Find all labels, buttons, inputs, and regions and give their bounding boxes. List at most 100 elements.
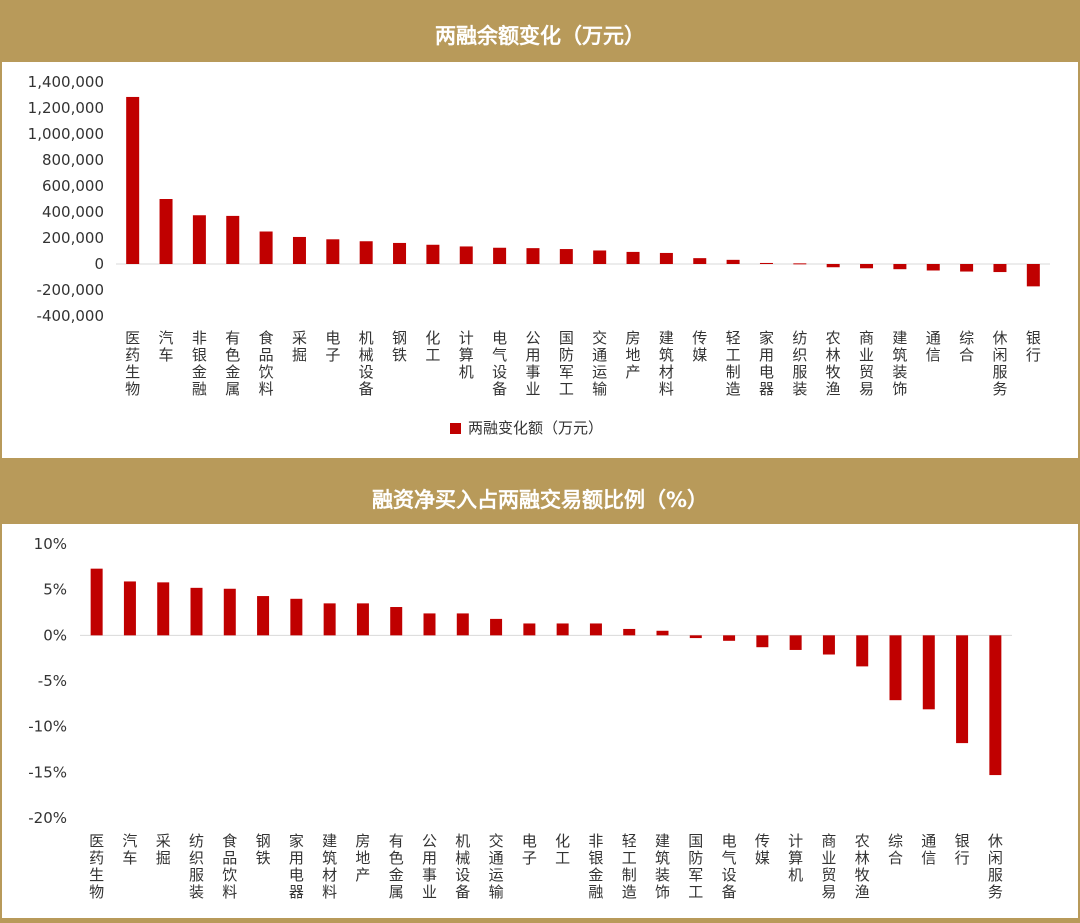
chart1-category-label: 家用电器	[759, 329, 774, 398]
chart2-category-label: 交通运输	[489, 832, 504, 901]
chart1-bar	[693, 258, 707, 264]
chart2-bar	[257, 596, 270, 636]
chart2-category-label: 钢铁	[256, 832, 271, 867]
chart2-bar	[390, 607, 403, 636]
chart1-category-label: 建筑材料	[659, 329, 674, 398]
chart1-bar	[259, 231, 273, 264]
chart1-bar	[759, 262, 773, 264]
chart1-y-tick-label: -200,000	[37, 281, 104, 299]
chart2-y-tick-label: -5%	[38, 672, 67, 690]
chart1-y-tick-label: -400,000	[37, 307, 104, 325]
chart1-bar	[493, 247, 507, 264]
chart2-bar	[723, 635, 736, 641]
chart2-bar	[756, 635, 769, 648]
chart2-category-label: 食品饮料	[222, 832, 237, 901]
chart1-y-tick-label: 400,000	[42, 203, 104, 221]
chart2-bar	[922, 635, 935, 710]
chart2-bar	[423, 613, 436, 636]
chart1-bar	[860, 264, 874, 269]
chart1-bar	[559, 249, 573, 264]
chart2-bar	[689, 635, 702, 639]
chart2-y-tick-label: 5%	[43, 581, 67, 599]
chart1-bar	[893, 264, 907, 270]
chart1-y-tick-label: 1,400,000	[28, 73, 104, 91]
chart2-bar	[490, 618, 503, 636]
chart1-category-label: 非银金融	[192, 329, 207, 398]
chart2-bar	[856, 635, 869, 667]
chart1-category-label: 食品饮料	[259, 329, 274, 398]
chart2-category-label: 建筑材料	[322, 832, 337, 901]
chart2-bar	[556, 623, 569, 636]
chart1-bar	[793, 263, 807, 265]
chart2-category-label: 纺织服装	[189, 832, 204, 901]
chart1-category-label: 化工	[425, 329, 440, 364]
chart2-category-label: 农林牧渔	[855, 832, 870, 901]
chart2-bar	[123, 581, 136, 636]
chart1-bar	[226, 215, 240, 264]
chart1-category-label: 钢铁	[392, 329, 407, 364]
chart2-y-tick-label: -20%	[28, 809, 67, 827]
chart1-y-tick-label: 0	[94, 255, 104, 273]
chart1-bar	[192, 215, 206, 264]
chart1-category-label: 汽车	[159, 329, 174, 364]
chart2-bar	[90, 568, 103, 636]
chart2-y-tick-label: 0%	[43, 626, 67, 644]
chart1-category-label: 电子	[325, 329, 340, 364]
chart2-category-label: 传媒	[755, 832, 770, 867]
chart1-category-label: 交通运输	[592, 329, 607, 398]
chart1-bar	[826, 264, 840, 268]
chart2-y-tick-label: -15%	[28, 763, 67, 781]
chart2-category-label: 电气设备	[722, 832, 737, 901]
chart2-bar	[356, 603, 369, 636]
chart2-category-label: 国防军工	[688, 832, 703, 901]
chart2-category-label: 化工	[555, 832, 570, 867]
chart2-category-label: 非银金融	[588, 832, 603, 901]
chart1-category-label: 商业贸易	[859, 329, 874, 398]
chart1-category-label: 传媒	[692, 329, 707, 364]
chart1-svg: 1,400,000 1,200,000 1,000,000 800,000 600,00…	[28, 73, 1050, 437]
chart1-category-label: 机械设备	[359, 329, 374, 398]
chart2-bar	[290, 598, 303, 636]
chart2-bar	[656, 630, 669, 636]
chart2-panel: 10% 5% 0% -5% -10% -15% -20% 医药生物 汽车 采掘 纺织服装 食品饮料 钢铁…	[2, 524, 1078, 918]
legend-label: 两融变化额（万元）	[468, 419, 603, 437]
chart1-bar	[292, 236, 306, 264]
chart1-panel: 1,400,000 1,200,000 1,000,000 800,000 600,00…	[2, 62, 1078, 458]
chart1-category-label: 综合	[959, 329, 974, 364]
chart2-category-label: 家用电器	[289, 832, 304, 901]
chart1-bar	[126, 96, 140, 264]
chart1-y-tick-label: 800,000	[42, 151, 104, 169]
chart2-category-label: 医药生物	[89, 832, 104, 901]
chart1-bar	[359, 241, 373, 264]
chart2-category-label: 公用事业	[422, 832, 437, 901]
chart1-category-label: 房地产	[626, 329, 641, 381]
chart2-bar	[523, 623, 536, 636]
chart1-category-label: 通信	[926, 329, 941, 364]
chart1-y-tick-label: 1,000,000	[28, 125, 104, 143]
chart1-bar	[926, 264, 940, 271]
chart2-y-tick-label: -10%	[28, 718, 67, 736]
chart1-category-label: 建筑装饰	[892, 329, 907, 398]
chart1-category-label: 银行	[1026, 329, 1041, 364]
chart2-bar	[789, 635, 802, 650]
chart1-category-label: 纺织服装	[792, 329, 807, 398]
chart2-bar	[589, 623, 602, 636]
chart1-y-tick-label: 600,000	[42, 177, 104, 195]
chart1-category-label: 采掘	[292, 329, 307, 364]
chart2-category-label: 通信	[921, 832, 936, 867]
chart2-category-label: 轻工制造	[622, 832, 637, 901]
chart2-bar	[889, 635, 902, 701]
chart2-category-label: 房地产	[355, 832, 370, 884]
chart1-bar	[159, 199, 173, 264]
chart2-bar	[223, 588, 236, 636]
chart1-title: 两融余额变化（万元）	[435, 24, 645, 48]
chart1-category-label: 轻工制造	[726, 329, 741, 398]
chart1-category-label: 农林牧渔	[826, 329, 841, 398]
chart2-bar	[190, 587, 203, 636]
chart1-bar	[426, 244, 440, 264]
chart1-bar	[593, 250, 607, 264]
legend-swatch	[450, 423, 461, 434]
chart1-bar	[326, 239, 340, 264]
chart1-y-tick-label: 200,000	[42, 229, 104, 247]
